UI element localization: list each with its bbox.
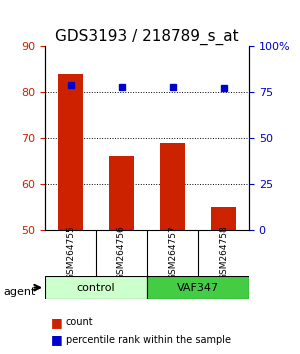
Text: ■: ■: [51, 333, 63, 346]
Text: agent: agent: [3, 287, 35, 297]
Bar: [109, 156, 134, 230]
Bar: [58, 74, 83, 230]
Text: control: control: [77, 282, 115, 293]
FancyBboxPatch shape: [45, 276, 147, 299]
Text: GSM264755: GSM264755: [66, 226, 75, 280]
FancyBboxPatch shape: [147, 276, 249, 299]
Title: GDS3193 / 218789_s_at: GDS3193 / 218789_s_at: [55, 28, 239, 45]
Text: GSM264756: GSM264756: [117, 226, 126, 280]
Text: percentile rank within the sample: percentile rank within the sample: [66, 335, 231, 345]
Text: ■: ■: [51, 316, 63, 329]
Text: GSM264757: GSM264757: [168, 226, 177, 280]
Bar: [211, 207, 236, 230]
Bar: [160, 143, 185, 230]
Text: VAF347: VAF347: [177, 282, 219, 293]
Text: count: count: [66, 317, 94, 327]
Text: GSM264758: GSM264758: [219, 226, 228, 280]
